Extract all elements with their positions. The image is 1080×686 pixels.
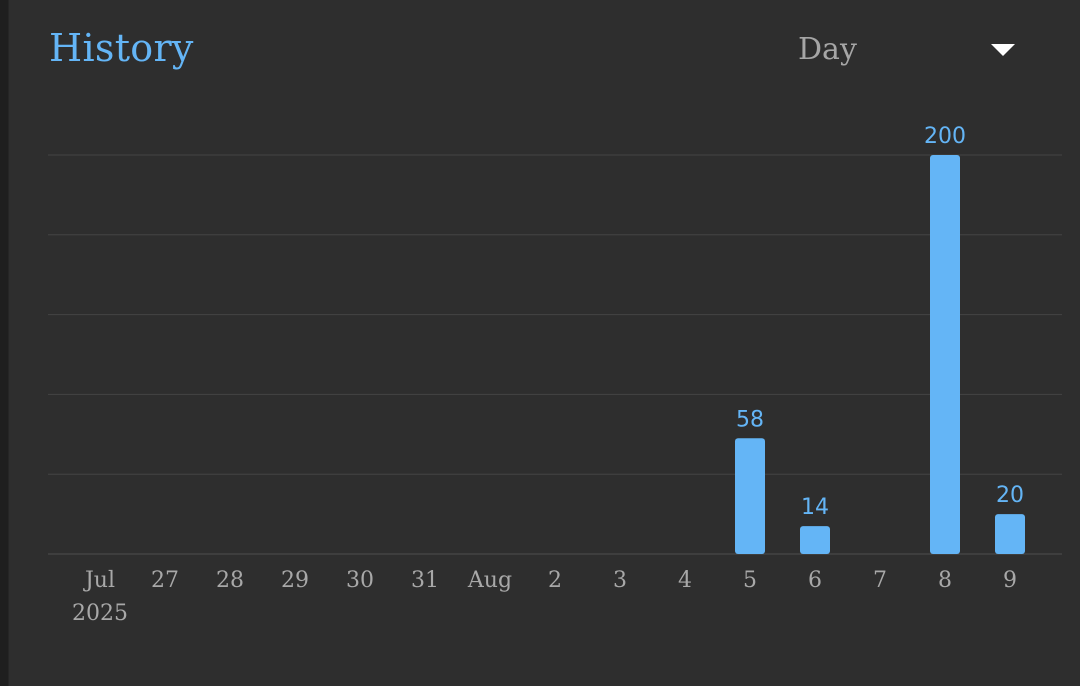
x-tick-label: 6 bbox=[808, 568, 822, 593]
x-tick-label: 4 bbox=[678, 568, 692, 593]
data-label: 58 bbox=[736, 407, 764, 432]
x-tick-label: 3 bbox=[613, 568, 627, 593]
history-card: History Day bbox=[8, 0, 1080, 686]
bar-12[interactable] bbox=[800, 526, 830, 554]
x-tick-label: 27 bbox=[151, 568, 179, 593]
x-tick-label: 31 bbox=[411, 568, 439, 593]
x-tick-label: 28 bbox=[216, 568, 244, 593]
x-tick-label: Jul bbox=[83, 568, 115, 593]
chart-bars bbox=[735, 155, 1025, 554]
x-tick-label: 5 bbox=[743, 568, 757, 593]
x-tick-label: 8 bbox=[938, 568, 952, 593]
data-label: 20 bbox=[996, 483, 1024, 508]
data-label: 200 bbox=[924, 124, 966, 149]
chevron-down-icon[interactable] bbox=[991, 44, 1015, 56]
bar-11[interactable] bbox=[735, 438, 765, 554]
chart-x-ticks: Jul 2025 27 28 29 30 31 Aug 2 3 4 5 6 7 8 9 bbox=[72, 568, 1017, 626]
x-tick-label: Aug bbox=[467, 568, 512, 593]
range-select[interactable]: Day bbox=[789, 28, 1029, 74]
x-tick-label: 9 bbox=[1003, 568, 1017, 593]
x-tick-label: 7 bbox=[873, 568, 887, 593]
card-title: History bbox=[49, 26, 194, 70]
x-tick-label: 2025 bbox=[72, 601, 128, 626]
x-tick-label: 29 bbox=[281, 568, 309, 593]
chart-data-labels: 58 14 200 20 bbox=[736, 124, 1024, 520]
x-tick-label: 2 bbox=[548, 568, 562, 593]
data-label: 14 bbox=[801, 495, 829, 520]
bar-14[interactable] bbox=[930, 155, 960, 554]
range-select-value: Day bbox=[798, 32, 857, 67]
x-tick-label: 30 bbox=[346, 568, 374, 593]
bar-15[interactable] bbox=[995, 514, 1025, 554]
chart-grid bbox=[48, 154, 1062, 555]
